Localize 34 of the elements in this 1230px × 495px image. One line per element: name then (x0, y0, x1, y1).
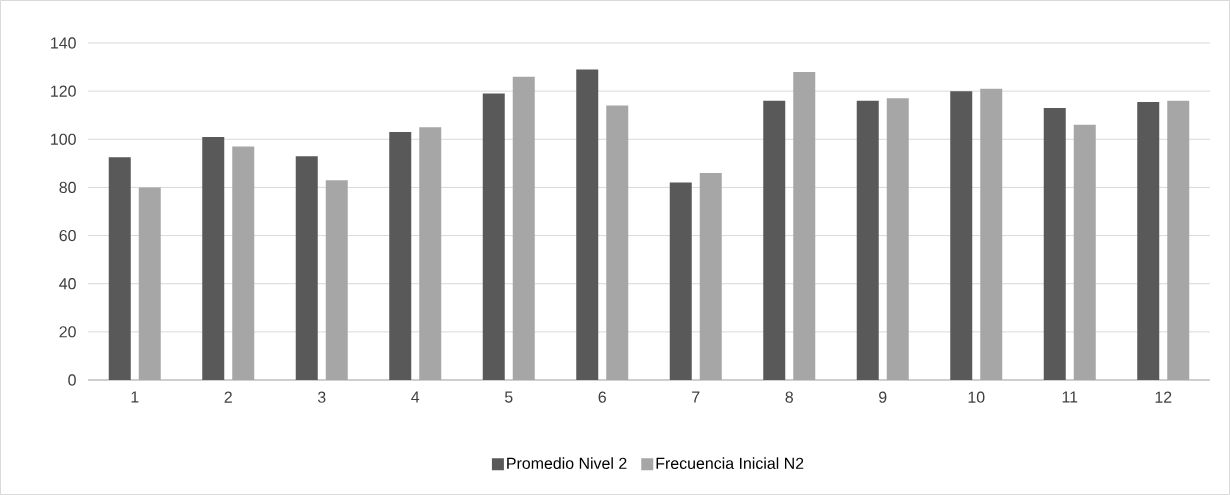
bar (856, 100, 879, 380)
y-tick-label: 120 (51, 85, 76, 97)
x-tick-label: 2 (224, 391, 232, 403)
x-tick-label: 3 (317, 391, 326, 403)
y-tick-label: 0 (68, 374, 76, 386)
bar (389, 132, 412, 380)
x-tick-label: 9 (879, 391, 887, 403)
x-tick-label: 1 (131, 391, 139, 403)
x-tick-label: 4 (411, 391, 420, 403)
x-tick-label: 10 (968, 391, 985, 403)
y-tick-label: 140 (51, 37, 76, 49)
legend-label: Frecuencia Inicial N2 (656, 457, 804, 469)
bar (295, 156, 318, 380)
x-tick-label: 7 (692, 391, 700, 403)
legend-label: Promedio Nivel 2 (507, 457, 627, 469)
x-tick-label: 8 (785, 391, 793, 403)
bar (1137, 101, 1160, 380)
bar (108, 157, 131, 380)
y-tick-label: 40 (59, 278, 76, 290)
x-tick-label: 11 (1062, 391, 1078, 403)
x-tick-label: 12 (1155, 391, 1172, 403)
y-tick-label: 100 (51, 133, 76, 145)
y-tick-label: 80 (59, 181, 76, 194)
bar (669, 182, 692, 380)
bar (202, 136, 225, 380)
y-tick-label: 20 (59, 326, 76, 338)
bar (763, 100, 786, 380)
x-tick-label: 5 (504, 391, 513, 403)
bar (576, 69, 599, 380)
y-tick-label: 60 (59, 229, 76, 242)
bar (950, 91, 973, 380)
bar (482, 93, 505, 380)
x-tick-label: 6 (598, 391, 606, 403)
bar (1043, 107, 1066, 380)
